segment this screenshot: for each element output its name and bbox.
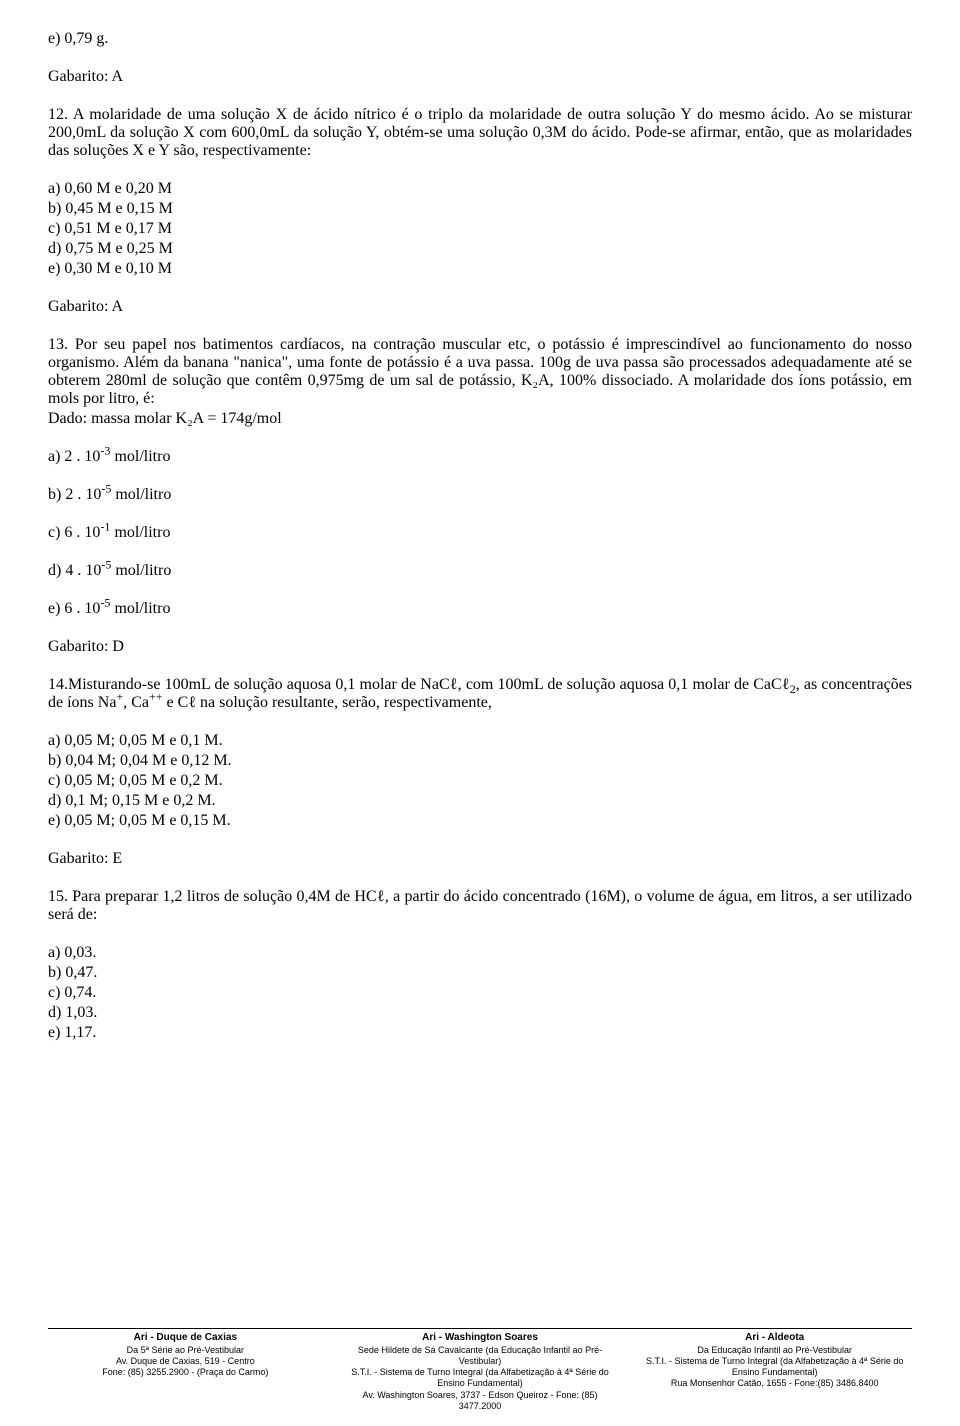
- q13e-post: mol/litro: [110, 600, 170, 617]
- q15-option-a: a) 0,03.: [48, 944, 912, 962]
- footer-col1-l1: Da 5ª Série ao Pré-Vestibular: [48, 1345, 323, 1356]
- q15-option-e: e) 1,17.: [48, 1024, 912, 1042]
- q12-option-e: e) 0,30 M e 0,10 M: [48, 260, 912, 278]
- footer-col-3: Ari - Aldeota Da Educação Infantil ao Pr…: [637, 1332, 912, 1412]
- q15-option-b: b) 0,47.: [48, 964, 912, 982]
- footer-col-1: Ari - Duque de Caxias Da 5ª Série ao Pré…: [48, 1332, 323, 1412]
- q12-option-c: c) 0,51 M e 0,17 M: [48, 220, 912, 238]
- q13a-exp: -3: [100, 444, 110, 458]
- q15-option-c: c) 0,74.: [48, 984, 912, 1002]
- footer-col3-l1: Da Educação Infantil ao Pré-Vestibular: [637, 1345, 912, 1356]
- footer-col1-l3: Fone: (85) 3255.2900 - (Praça do Carmo): [48, 1367, 323, 1378]
- q13b-pre: b) 2 . 10: [48, 486, 101, 503]
- footer-col2-l2: S.T.I. - Sistema de Turno Integral (da A…: [343, 1367, 618, 1390]
- q12-option-a: a) 0,60 M e 0,20 M: [48, 180, 912, 198]
- q13c-pre: c) 6 . 10: [48, 524, 100, 541]
- footer-col2-l1: Sede Hildete de Sá Cavalcante (da Educaç…: [343, 1345, 618, 1368]
- q14-option-c: c) 0,05 M; 0,05 M e 0,2 M.: [48, 772, 912, 790]
- q14-post: e Cℓ na solução resultante, serão, respe…: [163, 694, 492, 711]
- q13b-post: mol/litro: [111, 486, 171, 503]
- q13d-post: mol/litro: [111, 562, 171, 579]
- q13-stem-line2: Dado: massa molar K₂A = 174g/mol: [48, 410, 912, 428]
- footer-col3-l3: Rua Monsenhor Catão, 1655 - Fone:(85) 34…: [637, 1378, 912, 1389]
- q11-option-e: e) 0,79 g.: [48, 30, 912, 48]
- q14-option-b: b) 0,04 M; 0,04 M e 0,12 M.: [48, 752, 912, 770]
- footer-col1-title: Ari - Duque de Caxias: [48, 1332, 323, 1345]
- q13d-exp: -5: [101, 558, 111, 572]
- q14-mid2: , Ca: [123, 694, 149, 711]
- q13e-pre: e) 6 . 10: [48, 600, 100, 617]
- q13-answer: Gabarito: D: [48, 638, 912, 656]
- q13-option-e: e) 6 . 10-5 mol/litro: [48, 600, 912, 618]
- footer-columns: Ari - Duque de Caxias Da 5ª Série ao Pré…: [48, 1332, 912, 1412]
- q13a-pre: a) 2 . 10: [48, 448, 100, 465]
- q13c-exp: -1: [100, 520, 110, 534]
- q13-option-b: b) 2 . 10-5 mol/litro: [48, 486, 912, 504]
- page-footer: Ari - Duque de Caxias Da 5ª Série ao Pré…: [48, 1328, 912, 1412]
- footer-col3-l2: S.T.I. - Sistema de Turno Integral (da A…: [637, 1356, 912, 1379]
- q14-option-e: e) 0,05 M; 0,05 M e 0,15 M.: [48, 812, 912, 830]
- footer-col2-l3: Av. Washington Soares, 3737 - Edson Quei…: [343, 1390, 618, 1413]
- q12-option-b: b) 0,45 M e 0,15 M: [48, 200, 912, 218]
- q12-stem: 12. A molaridade de uma solução X de áci…: [48, 106, 912, 160]
- q13-stem: 13. Por seu papel nos batimentos cardíac…: [48, 336, 912, 408]
- q13-option-c: c) 6 . 10-1 mol/litro: [48, 524, 912, 542]
- q15-option-d: d) 1,03.: [48, 1004, 912, 1022]
- footer-col1-l2: Av. Duque de Caxias, 519 - Centro: [48, 1356, 323, 1367]
- q13e-exp: -5: [100, 596, 110, 610]
- q13-option-a: a) 2 . 10-3 mol/litro: [48, 448, 912, 466]
- footer-rule: [48, 1328, 912, 1329]
- q13d-pre: d) 4 . 10: [48, 562, 101, 579]
- q14-sup2: ++: [149, 690, 163, 704]
- q13b-exp: -5: [101, 482, 111, 496]
- q14-stem: 14.Misturando-se 100mL de solução aquosa…: [48, 676, 912, 712]
- q14-answer: Gabarito: E: [48, 850, 912, 868]
- q12-option-d: d) 0,75 M e 0,25 M: [48, 240, 912, 258]
- footer-col-2: Ari - Washington Soares Sede Hildete de …: [343, 1332, 618, 1412]
- q12-answer: Gabarito: A: [48, 298, 912, 316]
- q11-answer: Gabarito: A: [48, 68, 912, 86]
- footer-col3-title: Ari - Aldeota: [637, 1332, 912, 1345]
- q13c-post: mol/litro: [110, 524, 170, 541]
- q13a-post: mol/litro: [110, 448, 170, 465]
- q14-option-a: a) 0,05 M; 0,05 M e 0,1 M.: [48, 732, 912, 750]
- footer-col2-title: Ari - Washington Soares: [343, 1332, 618, 1345]
- q14-option-d: d) 0,1 M; 0,15 M e 0,2 M.: [48, 792, 912, 810]
- q15-stem: 15. Para preparar 1,2 litros de solução …: [48, 888, 912, 924]
- q13-option-d: d) 4 . 10-5 mol/litro: [48, 562, 912, 580]
